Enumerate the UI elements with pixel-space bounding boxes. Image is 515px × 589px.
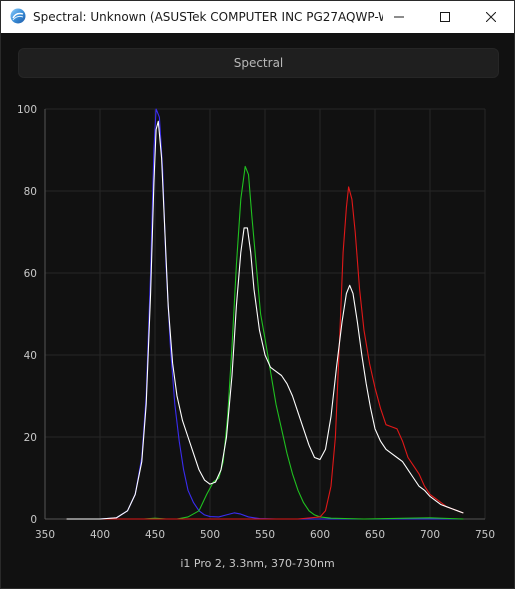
x-tick-label: 600: [310, 529, 330, 541]
x-tick-label: 450: [145, 529, 165, 541]
x-tick-label: 650: [365, 529, 385, 541]
window-title: Spectral: Unknown (ASUSTek COMPUTER INC …: [33, 10, 383, 24]
close-icon: [486, 12, 496, 22]
y-tick-label: 60: [24, 268, 37, 280]
x-tick-label: 400: [90, 529, 110, 541]
spectrum-series-line: [66, 186, 464, 520]
x-tick-label: 350: [35, 529, 55, 541]
chart-axes: 350 400 450 500 550 600 650 700 750 0 20 40 60 80 100: [17, 104, 495, 541]
spectral-section-button[interactable]: Spectral: [18, 48, 499, 78]
instrument-caption: i1 Pro 2, 3.3nm, 370-730nm: [180, 557, 335, 570]
maximize-icon: [440, 12, 450, 22]
title-bar[interactable]: Spectral: Unknown (ASUSTek COMPUTER INC …: [1, 1, 514, 33]
minimize-button[interactable]: [376, 1, 422, 33]
minimize-icon: [394, 16, 404, 18]
x-tick-label: 550: [255, 529, 275, 541]
y-tick-label: 100: [17, 104, 37, 116]
spectral-chart: 350 400 450 500 550 600 650 700 750 0 20 40 60 80 100: [17, 104, 495, 541]
y-tick-label: 40: [24, 350, 37, 362]
chart-series: [66, 108, 464, 520]
chart-grid: [44, 108, 486, 520]
x-tick-label: 700: [420, 529, 440, 541]
spectrum-series-line: [66, 120, 464, 520]
maximize-button[interactable]: [422, 1, 468, 33]
spectral-app-icon: [10, 8, 26, 24]
y-tick-label: 0: [30, 514, 37, 526]
close-button[interactable]: [468, 1, 514, 33]
spectrum-series-line: [66, 165, 464, 520]
x-tick-label: 750: [475, 529, 495, 541]
x-tick-label: 500: [200, 529, 220, 541]
y-tick-label: 80: [24, 186, 37, 198]
y-tick-label: 20: [24, 432, 37, 444]
